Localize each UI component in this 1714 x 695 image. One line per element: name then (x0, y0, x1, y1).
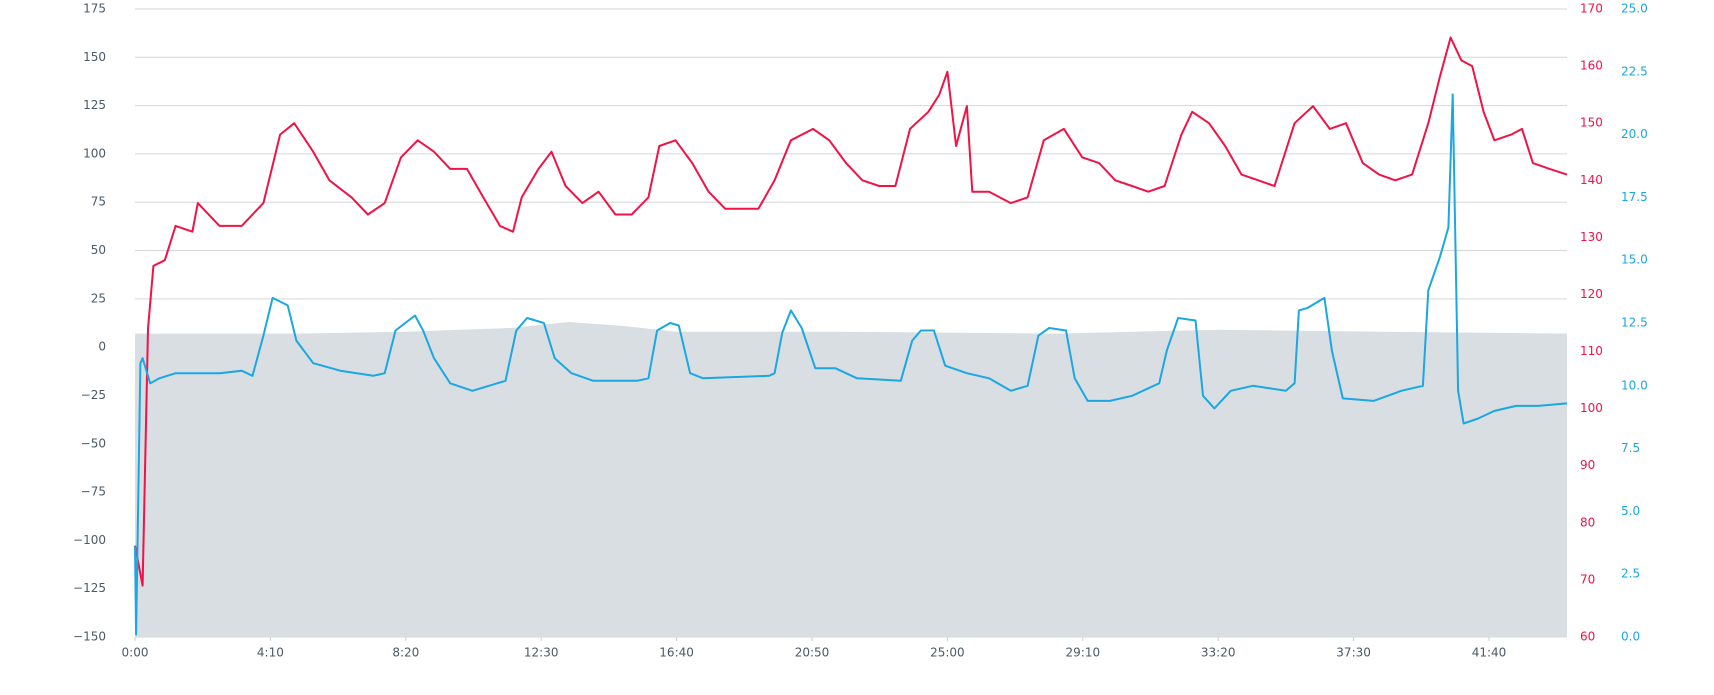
y3-tick-label: 0.0 (1621, 630, 1640, 644)
y-tick-label: 50 (91, 243, 106, 257)
y2-tick-label: 130 (1580, 230, 1603, 244)
y3-tick-label: 2.5 (1621, 567, 1640, 581)
y-tick-label: −75 (81, 485, 106, 499)
x-tick-label: 8:20 (392, 646, 419, 660)
y2-tick-label: 120 (1580, 287, 1603, 301)
y2-tick-label: 90 (1580, 458, 1595, 472)
y3-tick-label: 10.0 (1621, 378, 1648, 392)
y2-tick-label: 160 (1580, 59, 1603, 73)
y-tick-label: −100 (73, 533, 106, 547)
y2-tick-label: 100 (1580, 401, 1603, 415)
y3-tick-label: 12.5 (1621, 316, 1648, 330)
y-tick-label: 150 (83, 50, 106, 64)
line (134, 93, 1568, 636)
y-tick-label: −50 (81, 436, 106, 450)
x-tick-label: 37:30 (1336, 646, 1371, 660)
y3-tick-label: 22.5 (1621, 64, 1648, 78)
y3-tick-label: 7.5 (1621, 441, 1640, 455)
y2-tick-label: 170 (1580, 2, 1603, 16)
y3-tick-label: 17.5 (1621, 190, 1648, 204)
y3-tick-label: 25.0 (1621, 2, 1648, 16)
y3-tick-label: 15.0 (1621, 253, 1648, 267)
line (134, 36, 1568, 587)
y-tick-label: 100 (83, 146, 106, 160)
y-tick-label: 75 (91, 195, 106, 209)
y-tick-label: 125 (83, 98, 106, 112)
y2-tick-label: 60 (1580, 630, 1595, 644)
x-tick-label: 33:20 (1201, 646, 1236, 660)
y3-tick-label: 5.0 (1621, 504, 1640, 518)
y-tick-label: 175 (83, 2, 106, 16)
x-tick-label: 4:10 (257, 646, 284, 660)
x-tick-label: 12:30 (524, 646, 559, 660)
y-tick-label: −25 (81, 388, 106, 402)
x-tick-label: 41:40 (1472, 646, 1507, 660)
y-tick-label: 25 (91, 291, 106, 305)
y-tick-label: −150 (73, 630, 106, 644)
y2-tick-label: 150 (1580, 116, 1603, 130)
y2-tick-label: 110 (1580, 344, 1603, 358)
x-tick-label: 29:10 (1066, 646, 1101, 660)
y-tick-label: −125 (73, 581, 106, 595)
y2-tick-label: 140 (1580, 173, 1603, 187)
y2-tick-label: 70 (1580, 572, 1595, 586)
y2-tick-label: 80 (1580, 515, 1595, 529)
x-tick-label: 16:40 (659, 646, 694, 660)
x-tick-label: 20:50 (795, 646, 830, 660)
x-tick-label: 0:00 (122, 646, 149, 660)
area (135, 322, 1567, 637)
y3-tick-label: 20.0 (1621, 127, 1648, 141)
x-tick-label: 25:00 (930, 646, 965, 660)
y-tick-label: 0 (98, 340, 106, 354)
